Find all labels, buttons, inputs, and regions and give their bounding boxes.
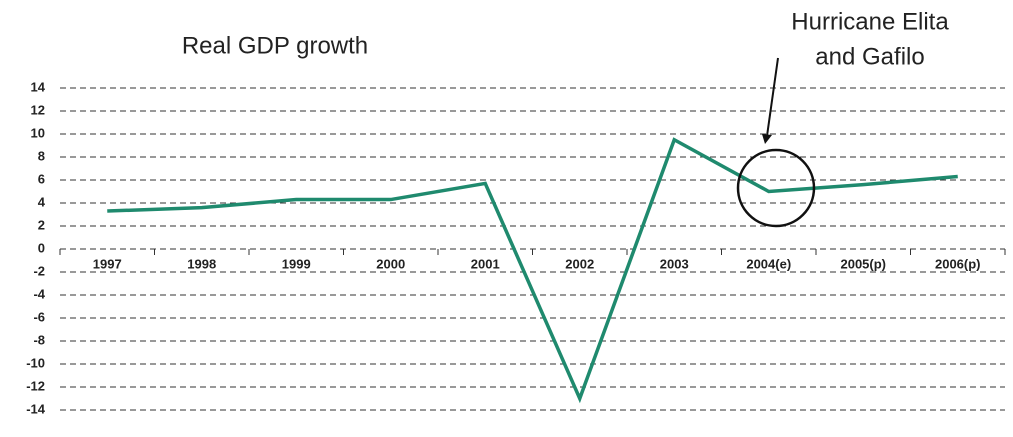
x-tick-label: 2002 xyxy=(565,256,594,271)
annotation: Hurricane Elita xyxy=(791,8,949,35)
y-tick-label: -6 xyxy=(33,309,45,324)
y-tick-label: -4 xyxy=(33,286,45,301)
y-tick-label: 14 xyxy=(31,79,46,94)
x-tick-label: 2003 xyxy=(660,256,689,271)
annotation-arrow xyxy=(766,57,779,137)
y-tick-label: 8 xyxy=(38,148,45,163)
y-tick-label: -2 xyxy=(33,263,45,278)
y-tick-label: 10 xyxy=(31,125,45,140)
annotation: and Gafilo xyxy=(815,43,924,70)
y-tick-label: -12 xyxy=(26,378,45,393)
chart-title: Real GDP growth xyxy=(182,32,368,59)
x-tick-label: 2004(e) xyxy=(746,256,791,271)
plot-area: -14 -12 -10 -8 -6 -4 -2 0 2 4 6 8 10 12 14 1997 1998 1999… xyxy=(26,79,1006,416)
x-tick-label: 2005(p) xyxy=(840,256,886,271)
x-tick-label: 1997 xyxy=(93,256,122,271)
y-tick-label: 2 xyxy=(38,217,45,232)
x-tick-label: 1998 xyxy=(187,256,216,271)
x-tick-label: 2001 xyxy=(471,256,500,271)
y-tick-label: 12 xyxy=(31,102,45,117)
x-tick-label: 2000 xyxy=(376,256,405,271)
data-line xyxy=(107,137,958,404)
y-tick-label: 0 xyxy=(38,240,45,255)
annotation-arrowhead xyxy=(762,134,772,144)
y-tick-label: -8 xyxy=(33,332,45,347)
y-tick-label: -10 xyxy=(26,355,45,370)
y-tick-label: 6 xyxy=(38,171,45,186)
x-tick-label: 1999 xyxy=(282,256,311,271)
y-tick-label: 4 xyxy=(38,194,46,209)
y-tick-label: -14 xyxy=(26,401,46,416)
annotation-circle xyxy=(736,148,816,228)
x-tick-label: 2006(p) xyxy=(935,256,981,271)
